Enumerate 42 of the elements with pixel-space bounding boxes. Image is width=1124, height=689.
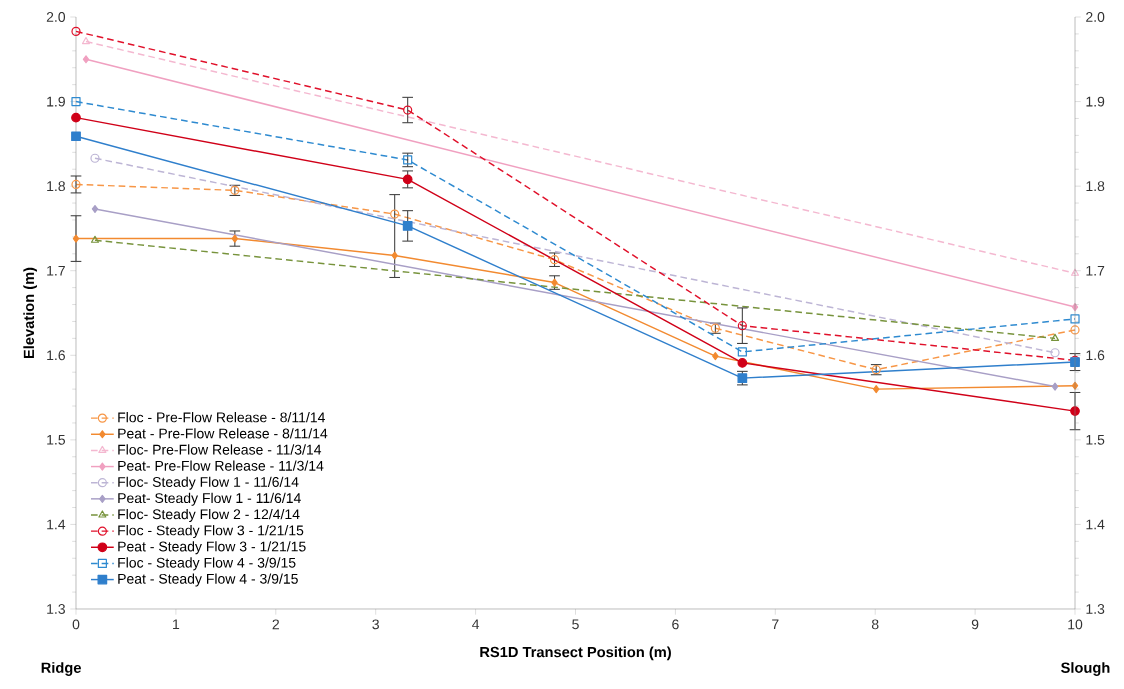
y2-tick-label: 1.7: [1086, 265, 1105, 276]
x-tick-label: 9: [971, 619, 979, 630]
legend-label: Floc- Steady Flow 2 - 12/4/14: [118, 508, 300, 522]
x-tick-label: 0: [72, 619, 80, 630]
y2-tick-label: 1.5: [1086, 434, 1105, 445]
x-tick-label: 4: [472, 619, 480, 630]
x-tick-label: 2: [272, 619, 279, 630]
y2-tick-label: 1.4: [1086, 519, 1105, 530]
x-tick-label: 3: [372, 619, 379, 630]
x-tick-label: 5: [572, 619, 579, 630]
y-tick-label: 1.6: [47, 350, 65, 361]
text: Ridge: [41, 662, 81, 676]
legend-label: Floc- Steady Flow 1 - 11/6/14: [118, 476, 299, 490]
legend-label: Peat - Steady Flow 3 - 1/21/15: [118, 541, 306, 555]
legend-label: Peat- Steady Flow 1 - 11/6/14: [118, 492, 301, 506]
text: Slough: [1061, 662, 1110, 676]
y2-tick-label: 1.9: [1086, 96, 1105, 107]
y-tick-label: 1.7: [47, 265, 65, 276]
legend-label: Floc- Pre-Flow Release - 11/3/14: [118, 444, 322, 455]
x-tick-label: 8: [871, 619, 879, 630]
legend-label: Peat - Pre-Flow Release - 8/11/14: [118, 428, 328, 439]
y-axis-title: Elevation (m): [23, 267, 37, 359]
x-axis-title: RS1D Transect Position (m): [480, 646, 671, 661]
y2-tick-label: 1.6: [1086, 350, 1105, 361]
legend-label: Peat- Pre-Flow Release - 11/3/14: [118, 460, 324, 471]
legend-label: Floc - Steady Flow 4 - 3/9/15: [118, 557, 296, 571]
y-tick-label: 2.0: [46, 12, 66, 22]
y-tick-label: 1.3: [47, 604, 65, 614]
y-tick-label: 1.8: [47, 181, 65, 192]
legend-label: Floc - Pre-Flow Release - 8/11/14: [118, 412, 325, 423]
x-tick-label: 1: [173, 619, 180, 630]
y-tick-label: 1.4: [47, 519, 66, 530]
y2-tick-label: 1.3: [1086, 604, 1105, 614]
y2-tick-label: 2.0: [1086, 12, 1105, 22]
y2-tick-label: 1.8: [1086, 181, 1105, 192]
x-tick-label: 6: [672, 619, 679, 630]
y-tick-label: 1.9: [47, 96, 65, 107]
legend-label: Floc - Steady Flow 3 - 1/21/15: [118, 525, 304, 539]
x-tick-label: 10: [1068, 619, 1083, 630]
x-tick-label: 7: [772, 619, 779, 630]
legend-label: Peat - Steady Flow 4 - 3/9/15: [118, 573, 298, 587]
y-tick-label: 1.5: [47, 434, 66, 445]
